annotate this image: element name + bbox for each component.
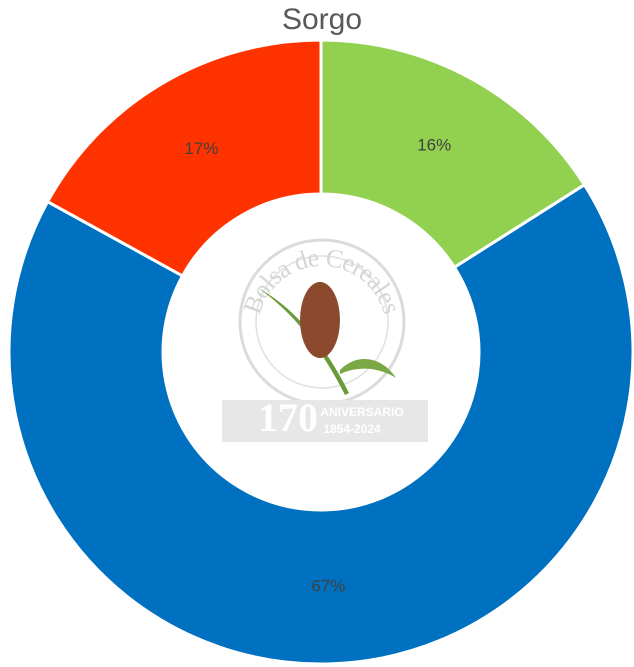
slices xyxy=(7,38,634,666)
sorghum xyxy=(258,282,396,395)
data-label: 16% xyxy=(417,136,451,155)
data-label: 17% xyxy=(184,139,218,158)
logo-tagline: ANIVERSARIO xyxy=(320,405,403,419)
slice xyxy=(45,38,323,278)
logo-ring xyxy=(255,255,389,389)
grain-head xyxy=(300,282,340,358)
slice xyxy=(319,38,587,270)
leaf xyxy=(340,358,396,378)
chart-title: Sorgo xyxy=(282,3,362,36)
logo-ring xyxy=(238,238,406,406)
logo-number: 170 xyxy=(258,395,318,440)
slice xyxy=(7,182,634,666)
data-label: 67% xyxy=(311,576,345,595)
logo-years: 1854-2024 xyxy=(323,422,381,436)
logo-banner xyxy=(222,400,428,442)
leaf xyxy=(258,288,349,395)
